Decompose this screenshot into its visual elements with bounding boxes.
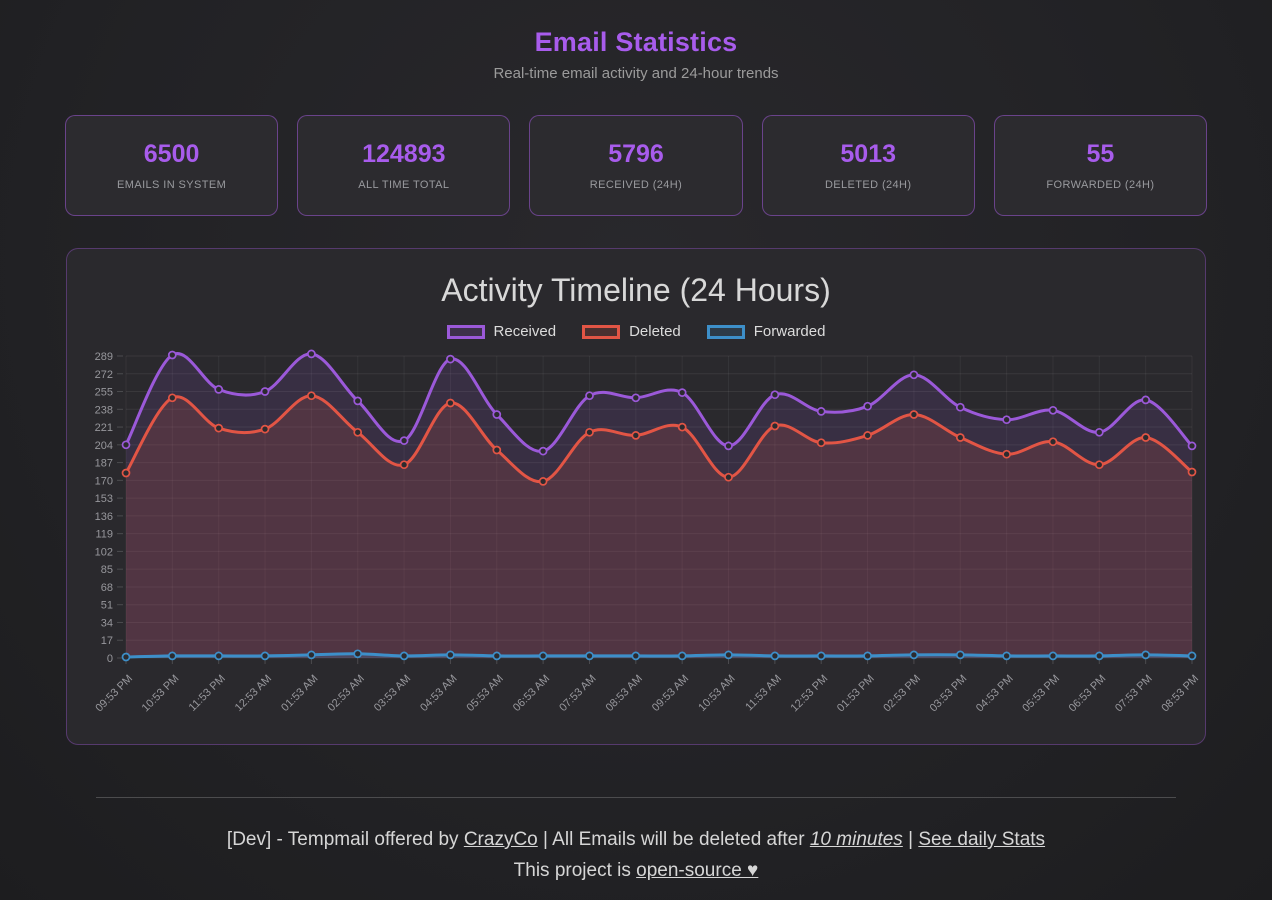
svg-text:07:53 AM: 07:53 AM [557, 673, 598, 714]
svg-text:102: 102 [95, 546, 113, 558]
legend-label: Forwarded [753, 323, 826, 340]
svg-text:01:53 PM: 01:53 PM [835, 673, 877, 715]
stat-card-received-24h: 5796 RECEIVED (24H) [529, 115, 743, 216]
deleted-legend-swatch [582, 324, 621, 339]
stat-label: DELETED (24H) [824, 179, 912, 191]
svg-text:02:53 AM: 02:53 AM [326, 673, 367, 714]
stat-label: ALL TIME TOTAL [358, 179, 450, 191]
activity-timeline-panel: Activity Timeline (24 Hours) Received Del… [66, 248, 1206, 745]
svg-text:02:53 PM: 02:53 PM [881, 673, 923, 715]
svg-text:03:53 AM: 03:53 AM [372, 673, 413, 714]
footer-text: | All Emails will be deleted after [537, 829, 810, 850]
svg-text:08:53 PM: 08:53 PM [1159, 673, 1201, 715]
svg-text:07:53 PM: 07:53 PM [1113, 673, 1155, 715]
svg-text:11:53 PM: 11:53 PM [187, 673, 228, 714]
legend-label: Received [493, 323, 557, 340]
svg-text:10:53 AM: 10:53 AM [696, 673, 737, 714]
stat-label: RECEIVED (24H) [589, 179, 683, 191]
page-subtitle: Real-time email activity and 24-hour tre… [493, 65, 779, 82]
svg-text:05:53 PM: 05:53 PM [1020, 673, 1062, 715]
svg-text:119: 119 [95, 529, 113, 541]
svg-text:01:53 AM: 01:53 AM [279, 673, 320, 714]
footer-line-1: [Dev] - Tempmail offered by CrazyCo | Al… [0, 829, 1272, 851]
footer-text: This project is [513, 860, 637, 881]
stat-card-all-time-total: 124893 ALL TIME TOTAL [297, 115, 511, 216]
svg-text:136: 136 [95, 511, 113, 523]
legend-item-received[interactable]: Received [446, 323, 557, 340]
chart-legend: Received Deleted Forwarded [67, 323, 1205, 340]
received-legend-swatch [446, 324, 485, 339]
footer-divider [96, 797, 1176, 798]
svg-text:238: 238 [95, 404, 113, 416]
open-source-link[interactable]: open-source ♥ [636, 860, 759, 881]
svg-text:153: 153 [95, 493, 113, 505]
delete-after-text: 10 minutes [809, 829, 903, 850]
svg-text:255: 255 [95, 387, 113, 399]
forwarded-legend-swatch [706, 324, 745, 339]
svg-text:221: 221 [95, 422, 113, 434]
svg-text:12:53 AM: 12:53 AM [233, 673, 274, 714]
svg-text:204: 204 [95, 440, 113, 452]
see-daily-stats-link[interactable]: See daily Stats [918, 829, 1046, 850]
svg-text:272: 272 [95, 369, 113, 381]
svg-text:11:53 AM: 11:53 AM [743, 673, 784, 714]
svg-text:04:53 PM: 04:53 PM [974, 673, 1016, 715]
footer-line-2: This project is open-source ♥ [0, 860, 1272, 882]
stat-card-forwarded-24h: 55 FORWARDED (24H) [993, 115, 1208, 216]
page-header: Email Statistics Real-time email activit… [0, 0, 1272, 82]
svg-text:06:53 PM: 06:53 PM [1067, 673, 1109, 715]
stat-card-deleted-24h: 5013 DELETED (24H) [761, 115, 975, 216]
svg-text:06:53 AM: 06:53 AM [511, 673, 552, 714]
svg-text:03:53 PM: 03:53 PM [928, 673, 970, 715]
footer-text: [Dev] - Tempmail offered by [226, 829, 464, 850]
legend-item-forwarded[interactable]: Forwarded [706, 323, 826, 340]
svg-text:34: 34 [101, 617, 113, 629]
page-title: Email Statistics [534, 27, 738, 57]
svg-text:289: 289 [95, 351, 113, 363]
svg-text:68: 68 [101, 582, 113, 594]
stat-value: 6500 [143, 140, 200, 168]
activity-timeline-chart: 0 17 34 51 68 85 102 119 136 153 170 187 204 221 238 25… [93, 349, 1201, 715]
svg-text:85: 85 [101, 564, 113, 576]
svg-text:09:53 PM: 09:53 PM [93, 673, 135, 715]
stat-value: 124893 [362, 140, 446, 168]
svg-text:187: 187 [95, 458, 113, 470]
crazyco-link[interactable]: CrazyCo [463, 829, 538, 850]
stats-row: 6500 EMAILS IN SYSTEM 124893 ALL TIME TO… [65, 115, 1208, 216]
svg-text:09:53 AM: 09:53 AM [650, 673, 691, 714]
svg-text:51: 51 [101, 600, 113, 612]
svg-text:04:53 AM: 04:53 AM [418, 673, 459, 714]
svg-text:17: 17 [101, 635, 113, 647]
svg-text:10:53 PM: 10:53 PM [140, 673, 182, 715]
footer-text: | [902, 829, 919, 850]
svg-text:08:53 AM: 08:53 AM [604, 673, 645, 714]
chart-title: Activity Timeline (24 Hours) [441, 272, 831, 308]
stat-value: 55 [1086, 140, 1115, 168]
page-footer: [Dev] - Tempmail offered by CrazyCo | Al… [0, 797, 1272, 882]
svg-text:05:53 AM: 05:53 AM [465, 673, 506, 714]
svg-text:12:53 PM: 12:53 PM [789, 673, 831, 715]
svg-text:170: 170 [95, 475, 113, 487]
stat-value: 5796 [608, 140, 664, 168]
stat-label: FORWARDED (24H) [1046, 179, 1155, 191]
legend-label: Deleted [629, 323, 681, 340]
stat-card-emails-in-system: 6500 EMAILS IN SYSTEM [65, 115, 279, 216]
svg-text:0: 0 [107, 653, 113, 665]
legend-item-deleted[interactable]: Deleted [582, 323, 681, 340]
stat-label: EMAILS IN SYSTEM [117, 179, 227, 191]
stat-value: 5013 [840, 140, 897, 168]
